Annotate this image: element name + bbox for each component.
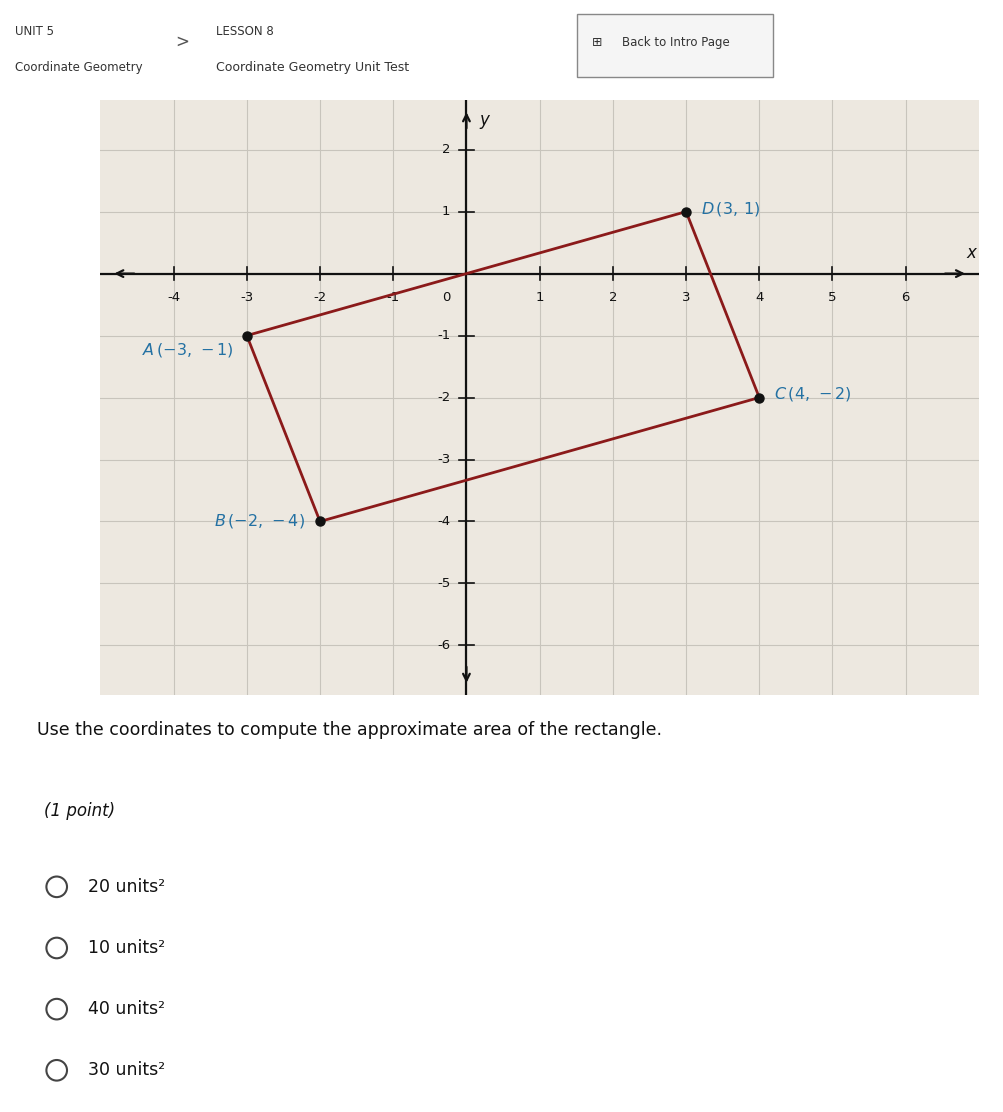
Text: x: x: [966, 245, 976, 262]
Text: -1: -1: [386, 291, 399, 304]
Text: Coordinate Geometry: Coordinate Geometry: [15, 61, 142, 75]
Text: -1: -1: [436, 329, 450, 342]
Text: 5: 5: [827, 291, 835, 304]
Text: Coordinate Geometry Unit Test: Coordinate Geometry Unit Test: [216, 61, 408, 75]
Text: $D\,(3,\,1)$: $D\,(3,\,1)$: [700, 199, 759, 218]
Text: -2: -2: [436, 391, 450, 404]
Text: 10 units²: 10 units²: [87, 939, 164, 957]
Text: 2: 2: [608, 291, 617, 304]
Text: LESSON 8: LESSON 8: [216, 24, 274, 38]
FancyBboxPatch shape: [577, 14, 772, 78]
Point: [48, 1001, 64, 1019]
Point: [48, 1061, 64, 1079]
Text: -5: -5: [436, 577, 450, 590]
Text: -4: -4: [166, 291, 180, 304]
Text: -6: -6: [436, 639, 450, 652]
Text: UNIT 5: UNIT 5: [15, 24, 54, 38]
Text: Back to Intro Page: Back to Intro Page: [622, 36, 729, 49]
Text: 0: 0: [441, 291, 450, 304]
Point: [48, 939, 64, 956]
Text: 40 units²: 40 units²: [87, 1000, 164, 1019]
Text: y: y: [479, 111, 489, 129]
Text: -3: -3: [436, 453, 450, 466]
Text: ⊞: ⊞: [592, 36, 602, 49]
Text: (1 point): (1 point): [44, 802, 115, 820]
Text: $A\,(-3,\,-1)$: $A\,(-3,\,-1)$: [141, 340, 234, 358]
Text: >: >: [176, 33, 190, 51]
Text: 1: 1: [535, 291, 544, 304]
Text: 3: 3: [681, 291, 690, 304]
Text: 4: 4: [754, 291, 762, 304]
Text: $B\,(-2,\,-4)$: $B\,(-2,\,-4)$: [215, 513, 305, 530]
Text: Use the coordinates to compute the approximate area of the rectangle.: Use the coordinates to compute the appro…: [37, 721, 662, 738]
Text: 20 units²: 20 units²: [87, 877, 164, 896]
Text: -4: -4: [436, 515, 450, 528]
Text: 2: 2: [441, 143, 450, 156]
Point: [48, 878, 64, 896]
Text: 1: 1: [441, 205, 450, 218]
Text: 6: 6: [901, 291, 909, 304]
Text: -3: -3: [240, 291, 253, 304]
Text: 30 units²: 30 units²: [87, 1061, 164, 1080]
Text: -2: -2: [313, 291, 326, 304]
Text: $C\,(4,\,-2)$: $C\,(4,\,-2)$: [773, 386, 851, 404]
